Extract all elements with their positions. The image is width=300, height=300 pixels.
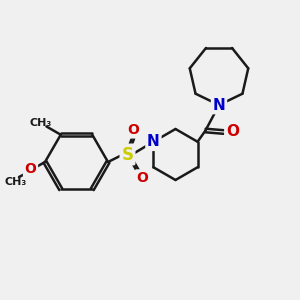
Text: O: O (136, 171, 148, 185)
Text: CH₃: CH₃ (30, 118, 52, 128)
Text: N: N (147, 134, 160, 149)
Text: N: N (213, 98, 225, 112)
Text: O: O (128, 123, 140, 137)
Text: O: O (25, 162, 36, 176)
Text: S: S (122, 146, 134, 164)
Text: O: O (226, 124, 239, 140)
Text: CH₃: CH₃ (5, 177, 27, 187)
